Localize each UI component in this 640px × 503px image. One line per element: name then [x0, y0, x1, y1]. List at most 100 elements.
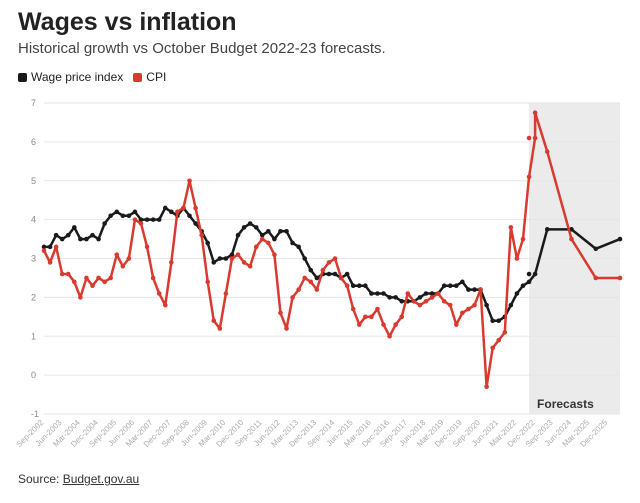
data-point-wage — [150, 217, 156, 222]
data-point-cpi — [156, 291, 162, 296]
data-point-wage — [466, 287, 471, 292]
data-point-cpi — [296, 287, 301, 292]
data-point-cpi — [272, 252, 277, 257]
data-point-cpi — [114, 252, 120, 257]
data-point-cpi — [235, 252, 241, 257]
data-point-cpi — [460, 310, 465, 316]
data-point-wage — [53, 232, 59, 238]
data-point-cpi — [284, 326, 289, 331]
y-tick-label: 4 — [31, 215, 36, 225]
data-point-cpi — [175, 209, 180, 215]
data-point-wage — [84, 236, 89, 242]
data-point-cpi — [411, 298, 417, 304]
data-point-wage — [514, 291, 520, 296]
data-point-cpi — [423, 298, 429, 304]
forecast-point-cpi — [526, 135, 532, 141]
data-point-wage — [96, 236, 101, 242]
forecast-point-wage — [617, 236, 623, 242]
data-point-wage — [532, 271, 538, 277]
data-point-cpi — [405, 291, 411, 296]
data-point-wage — [508, 302, 514, 308]
data-point-cpi — [108, 275, 113, 281]
data-point-wage — [247, 221, 253, 226]
data-point-cpi — [247, 263, 253, 269]
chart-title: Wages vs inflation — [18, 8, 237, 36]
data-point-cpi — [393, 322, 398, 327]
y-tick-label: -1 — [31, 409, 39, 419]
data-point-cpi — [508, 225, 514, 230]
data-point-wage — [156, 217, 162, 222]
y-tick-label: 7 — [31, 98, 36, 108]
data-point-wage — [381, 291, 386, 296]
forecast-point-cpi — [532, 110, 538, 116]
data-point-cpi — [320, 267, 326, 273]
source-link[interactable]: Budget.gov.au — [62, 472, 140, 486]
legend-swatch-wage — [18, 72, 27, 82]
data-point-cpi — [266, 240, 271, 246]
data-point-wage — [423, 291, 429, 296]
data-point-cpi — [90, 283, 95, 289]
legend-label-wage: Wage price index — [31, 70, 124, 84]
data-point-cpi — [223, 291, 229, 296]
data-point-cpi — [187, 178, 192, 184]
data-point-cpi — [47, 260, 53, 265]
data-point-cpi — [520, 236, 526, 242]
data-point-wage — [65, 232, 71, 238]
data-point-cpi — [502, 330, 508, 335]
data-point-wage — [114, 209, 120, 215]
forecast-point-wage — [593, 246, 599, 252]
data-point-wage — [526, 279, 532, 285]
data-point-cpi — [532, 135, 538, 141]
data-point-cpi — [453, 322, 459, 327]
forecast-point-cpi — [544, 149, 550, 154]
data-point-wage — [278, 228, 283, 234]
data-point-wage — [344, 271, 350, 277]
data-point-cpi — [314, 287, 320, 292]
data-point-wage — [272, 236, 277, 242]
data-point-wage — [429, 291, 435, 296]
data-point-wage — [350, 283, 356, 289]
data-point-cpi — [162, 302, 168, 308]
data-point-cpi — [478, 287, 483, 292]
data-point-cpi — [338, 275, 344, 281]
data-point-wage — [520, 283, 526, 289]
legend-item-cpi: CPI — [133, 70, 166, 84]
data-point-cpi — [447, 302, 453, 308]
legend-label-cpi: CPI — [146, 70, 167, 84]
data-point-wage — [296, 244, 301, 250]
data-point-cpi — [526, 174, 532, 180]
data-point-cpi — [496, 337, 502, 343]
forecast-point-wage — [526, 271, 532, 277]
y-tick-label: 6 — [31, 137, 36, 147]
data-point-cpi — [369, 314, 374, 320]
y-tick-label: 3 — [31, 254, 36, 264]
data-point-cpi — [278, 310, 283, 316]
source-line: Source: Budget.gov.au — [18, 472, 139, 486]
data-point-wage — [266, 228, 271, 234]
data-point-wage — [193, 221, 198, 226]
data-point-cpi — [290, 295, 295, 300]
data-point-wage — [205, 240, 211, 246]
data-point-wage — [447, 283, 453, 289]
data-point-wage — [223, 256, 229, 261]
data-point-cpi — [326, 260, 332, 265]
data-point-cpi — [132, 217, 138, 222]
data-point-wage — [259, 232, 265, 238]
data-point-wage — [229, 252, 235, 257]
data-point-cpi — [417, 302, 423, 308]
data-point-cpi — [211, 318, 217, 324]
data-point-cpi — [144, 244, 150, 250]
data-point-cpi — [138, 221, 144, 226]
data-point-wage — [496, 318, 502, 324]
data-point-cpi — [193, 205, 198, 211]
data-point-wage — [369, 291, 374, 296]
data-point-wage — [241, 225, 247, 230]
data-point-cpi — [229, 256, 235, 261]
data-point-cpi — [472, 302, 477, 308]
data-point-cpi — [441, 298, 447, 304]
chart-subtitle: Historical growth vs October Budget 2022… — [18, 40, 386, 57]
data-point-wage — [363, 283, 368, 289]
data-point-cpi — [302, 275, 308, 281]
data-point-wage — [187, 213, 192, 219]
